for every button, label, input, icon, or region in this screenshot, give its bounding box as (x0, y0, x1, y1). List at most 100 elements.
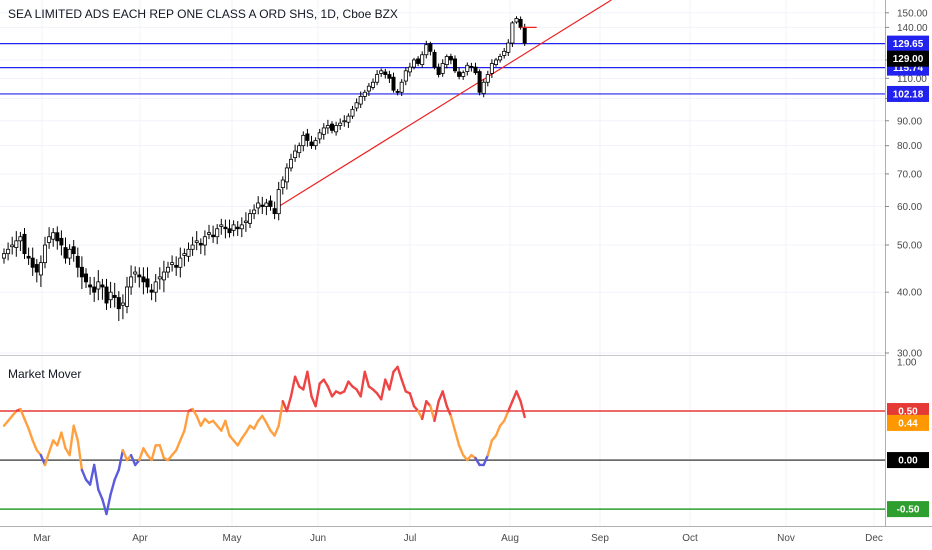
candle-body (288, 158, 293, 169)
x-tick-label: Jun (310, 533, 326, 544)
oscillator-level-lines (0, 410, 885, 510)
candle (47, 227, 52, 249)
candle-body (424, 44, 429, 56)
candle-body (34, 264, 39, 273)
candle (350, 105, 355, 119)
candle (178, 247, 183, 278)
candle-body (145, 278, 150, 288)
candle-body (108, 291, 113, 301)
candle (358, 91, 363, 109)
oscillator-title: Market Mover (8, 367, 81, 381)
candle-body (469, 66, 474, 68)
candle-body (498, 56, 503, 61)
y-tick-label: 60.00 (897, 202, 922, 213)
trendline (278, 0, 612, 207)
candle (165, 261, 170, 278)
candle-body (30, 257, 35, 268)
osc-segment (68, 424, 75, 457)
osc-segment (195, 414, 203, 427)
osc-segment (359, 370, 366, 398)
level-price-tag (887, 85, 929, 102)
candle-body (502, 50, 507, 56)
candle-body (202, 236, 207, 246)
candle (211, 225, 216, 243)
candle (420, 51, 425, 68)
candle (79, 256, 84, 290)
candle (231, 220, 236, 237)
y-tick-label: 30.00 (897, 349, 922, 360)
candle (403, 67, 408, 86)
candle-body (252, 209, 257, 215)
candle (10, 236, 15, 255)
candle (104, 278, 109, 310)
candle-body (84, 273, 89, 283)
candle-body (161, 271, 166, 281)
candle-body (51, 232, 56, 240)
candle-body (420, 54, 425, 65)
trendline-line[interactable] (278, 0, 612, 207)
candle-body (43, 244, 48, 264)
candle-body (379, 70, 384, 74)
osc-segment (109, 478, 116, 496)
candle (338, 118, 343, 130)
osc-segment (486, 439, 494, 457)
osc-segment (380, 378, 387, 401)
candle-body (272, 208, 277, 215)
osc-segment (396, 365, 403, 381)
candle (206, 224, 211, 240)
last-price-tag (887, 50, 929, 67)
osc-segment (72, 424, 80, 442)
candle-body (137, 274, 142, 278)
candle (493, 57, 498, 67)
osc-segment (343, 380, 350, 393)
candle (239, 217, 244, 238)
candle-body (239, 224, 244, 230)
candle (305, 128, 310, 147)
candle (473, 62, 478, 75)
candle-body (211, 234, 216, 238)
candle-body (407, 66, 412, 73)
candle (194, 231, 199, 251)
osc-segment (289, 375, 297, 398)
candle-body (358, 96, 363, 105)
osc-segment (277, 400, 284, 427)
osc-segment (261, 414, 268, 424)
candle (137, 267, 142, 288)
osc-segment (507, 400, 514, 413)
candle (362, 89, 367, 101)
candle (387, 70, 392, 84)
candle (108, 281, 113, 309)
osc-segment (158, 444, 166, 460)
candle (411, 57, 416, 70)
candle (477, 69, 482, 96)
candle-body (174, 265, 179, 268)
candle-body (133, 271, 138, 275)
oscillator-line (2, 365, 526, 516)
candle (375, 70, 380, 86)
candle (63, 237, 68, 264)
candle (243, 212, 248, 232)
candle-body (354, 102, 359, 109)
candle-body (71, 246, 76, 255)
vertical-gridlines (41, 0, 875, 526)
candle (112, 282, 117, 308)
osc-segment (191, 407, 198, 418)
candle (399, 79, 404, 96)
candle-body (448, 56, 453, 61)
x-tick-label: Nov (777, 533, 795, 544)
candle-body (79, 266, 84, 278)
osc-segment (60, 431, 67, 450)
candle (129, 265, 134, 295)
candle-body (485, 74, 490, 83)
osc-segment (306, 370, 313, 398)
osc-segment (519, 400, 526, 419)
candle (461, 70, 466, 80)
candle-body (75, 255, 80, 268)
candle-body (297, 145, 302, 154)
candle (428, 41, 433, 56)
candle (276, 181, 281, 221)
osc-segment (80, 468, 88, 481)
candle (383, 68, 388, 79)
candle-body (194, 240, 199, 243)
candle (75, 247, 80, 278)
